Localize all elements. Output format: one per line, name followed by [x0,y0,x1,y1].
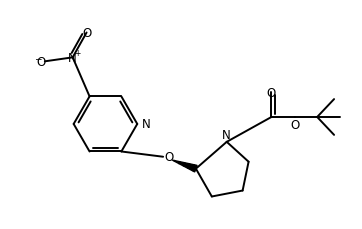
Text: N: N [142,118,151,131]
Text: +: + [75,49,81,58]
Text: O: O [164,151,173,164]
Text: N: N [68,52,77,65]
Text: −: − [34,54,42,63]
Text: O: O [291,118,300,131]
Text: N: N [222,128,231,141]
Text: O: O [82,27,91,40]
Text: O: O [267,86,276,99]
Text: O: O [37,56,46,68]
Polygon shape [172,160,197,172]
